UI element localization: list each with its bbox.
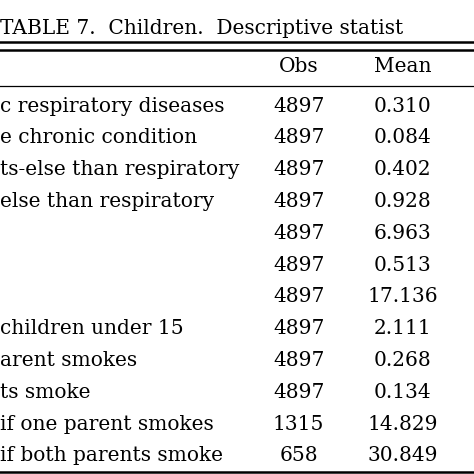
Text: 0.928: 0.928: [374, 192, 432, 211]
Text: 0.513: 0.513: [374, 255, 432, 274]
Text: 1315: 1315: [273, 414, 324, 434]
Text: 658: 658: [279, 447, 318, 465]
Text: 14.829: 14.829: [368, 414, 438, 434]
Text: c respiratory diseases: c respiratory diseases: [0, 97, 225, 116]
Text: 0.084: 0.084: [374, 128, 432, 147]
Text: if both parents smoke: if both parents smoke: [0, 447, 223, 465]
Text: Obs: Obs: [279, 56, 319, 75]
Text: e chronic condition: e chronic condition: [0, 128, 197, 147]
Text: 4897: 4897: [273, 160, 324, 179]
Text: 4897: 4897: [273, 351, 324, 370]
Text: if one parent smokes: if one parent smokes: [0, 414, 214, 434]
Text: 2.111: 2.111: [374, 319, 432, 338]
Text: ts-else than respiratory: ts-else than respiratory: [0, 160, 239, 179]
Text: 0.310: 0.310: [374, 97, 432, 116]
Text: 4897: 4897: [273, 224, 324, 243]
Text: 0.268: 0.268: [374, 351, 432, 370]
Text: 4897: 4897: [273, 383, 324, 401]
Text: 4897: 4897: [273, 287, 324, 306]
Text: Mean: Mean: [374, 56, 432, 75]
Text: TABLE 7.  Children.  Descriptive statist: TABLE 7. Children. Descriptive statist: [0, 19, 403, 38]
Text: 0.134: 0.134: [374, 383, 432, 401]
Text: 4897: 4897: [273, 255, 324, 274]
Text: 6.963: 6.963: [374, 224, 432, 243]
Text: 4897: 4897: [273, 192, 324, 211]
Text: 4897: 4897: [273, 128, 324, 147]
Text: 0.402: 0.402: [374, 160, 432, 179]
Text: 4897: 4897: [273, 319, 324, 338]
Text: arent smokes: arent smokes: [0, 351, 137, 370]
Text: 30.849: 30.849: [368, 447, 438, 465]
Text: children under 15: children under 15: [0, 319, 183, 338]
Text: ts smoke: ts smoke: [0, 383, 91, 401]
Text: else than respiratory: else than respiratory: [0, 192, 214, 211]
Text: 17.136: 17.136: [368, 287, 438, 306]
Text: 4897: 4897: [273, 97, 324, 116]
